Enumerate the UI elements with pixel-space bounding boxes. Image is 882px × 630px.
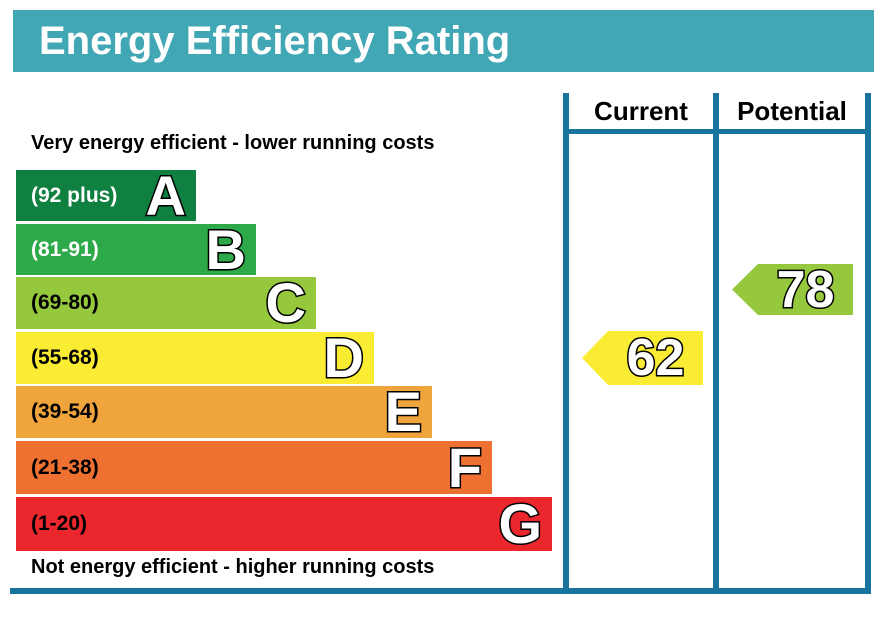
band-g-range: (1-20) — [31, 512, 88, 535]
band-c: (69-80) C — [16, 271, 316, 334]
band-a: (92 plus) A — [16, 163, 196, 227]
band-e-range: (39-54) — [31, 400, 99, 423]
potential-rating-arrow: 78 — [732, 264, 853, 315]
band-f-letter: F — [446, 435, 483, 499]
band-d-letter: D — [322, 326, 365, 389]
title-bar: Energy Efficiency Rating — [13, 10, 874, 72]
chart-bottom-border — [10, 588, 871, 594]
column-header-current: Current — [594, 95, 688, 126]
band-b: (81-91) B — [16, 217, 256, 281]
band-g-letter: G — [497, 492, 544, 555]
bottom-note: Not energy efficient - higher running co… — [31, 556, 435, 578]
top-note: Very energy efficient - lower running co… — [31, 132, 435, 154]
band-d: (55-68) D — [16, 326, 374, 389]
current-column-left-border — [563, 93, 569, 593]
column-header-underline — [563, 129, 871, 134]
band-b-range: (81-91) — [31, 237, 99, 261]
band-e-letter: E — [383, 380, 423, 443]
band-c-letter: C — [264, 271, 307, 334]
column-divider — [713, 93, 719, 593]
column-header-potential: Potential — [737, 95, 847, 126]
band-f-range: (21-38) — [31, 455, 99, 479]
band-g: (1-20) G — [16, 492, 552, 555]
band-d-range: (55-68) — [31, 346, 99, 369]
band-f: (21-38) F — [16, 435, 492, 499]
potential-column-right-border — [865, 93, 871, 593]
band-a-letter: A — [144, 163, 187, 227]
band-c-range: (69-80) — [31, 291, 99, 314]
page-title: Energy Efficiency Rating — [39, 18, 511, 63]
band-b-letter: B — [204, 217, 247, 281]
current-rating-arrow: 62 — [582, 331, 703, 385]
band-a-range: (92 plus) — [31, 183, 118, 207]
current-rating-value: 62 — [625, 329, 686, 387]
potential-rating-value: 78 — [775, 260, 836, 319]
band-e: (39-54) E — [16, 380, 432, 443]
